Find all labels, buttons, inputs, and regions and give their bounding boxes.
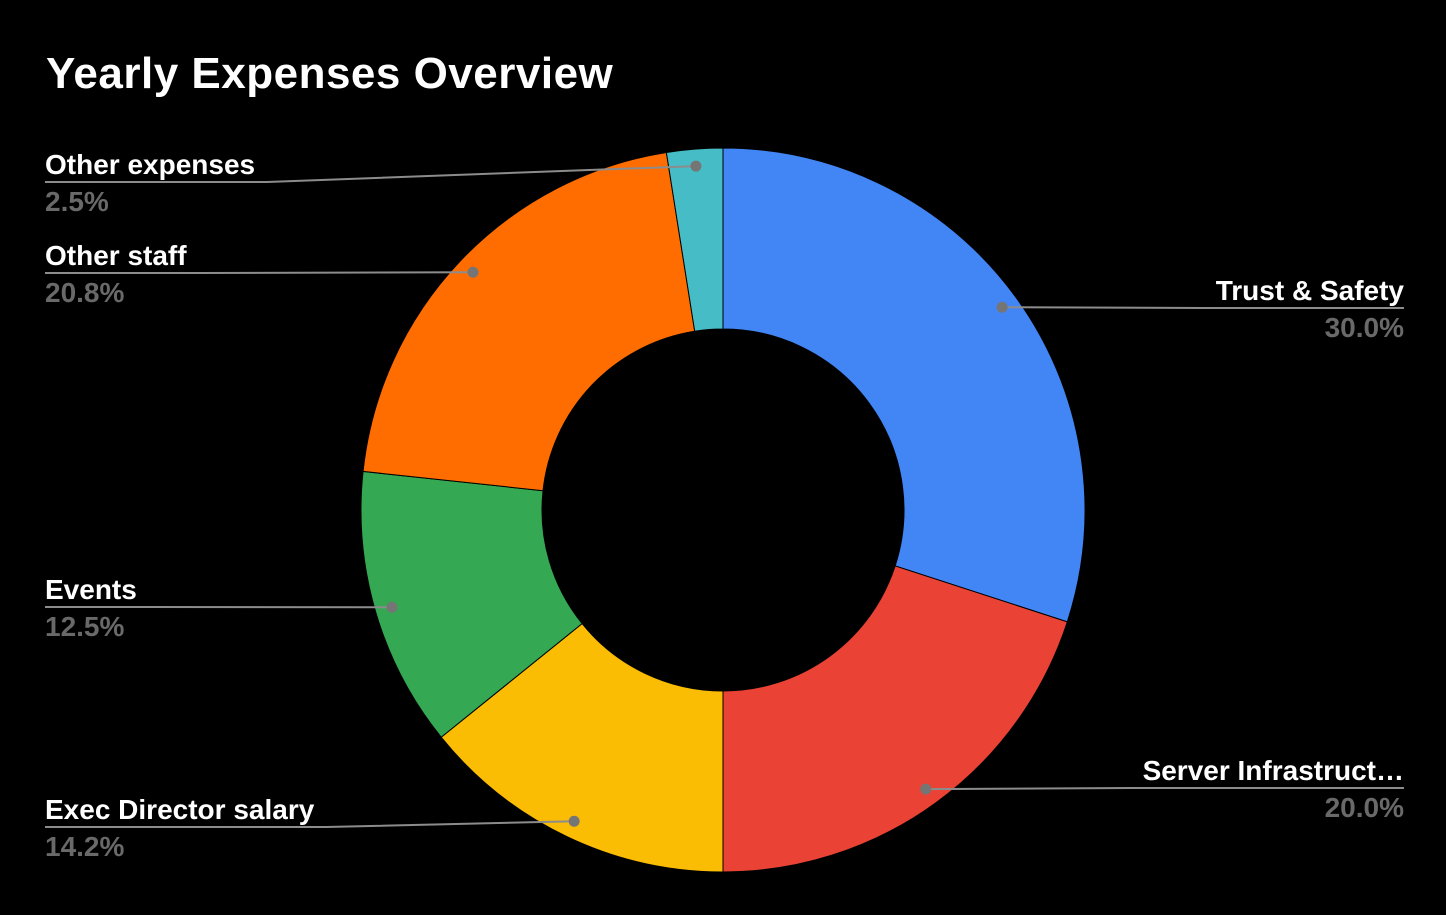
callout-server-infrastructure: Server Infrastruct… 20.0%: [1143, 754, 1404, 824]
leader-dot: [996, 301, 1008, 313]
pie-slice-trust-safety[interactable]: [722, 147, 1086, 623]
pie-slice-other-staff[interactable]: [362, 151, 696, 492]
slice-label-trust-and-safety: Trust & Safety: [1215, 275, 1404, 306]
pie-slice-events[interactable]: [360, 470, 583, 738]
leader-dot: [386, 601, 398, 613]
leader-dot: [467, 266, 479, 278]
leader-line: [1002, 306, 1404, 309]
leader-line: [45, 271, 473, 274]
slice-label-events: Events: [45, 574, 137, 605]
slice-percent-other-staff: 20.8%: [45, 277, 125, 308]
leader-dot: [920, 783, 932, 795]
slice-percent-other-expenses: 2.5%: [45, 186, 109, 217]
pie-slice-other-expenses[interactable]: [665, 147, 724, 332]
callout-exec-director-salary: Exec Director salary 14.2%: [45, 793, 314, 863]
leader-line: [45, 165, 696, 183]
slice-label-exec-director-salary: Exec Director salary: [45, 794, 315, 825]
callout-events: Events 12.5%: [45, 573, 137, 643]
pie-slice-exec-director-salary[interactable]: [440, 622, 724, 873]
slice-percent-exec-director-salary: 14.2%: [45, 831, 125, 862]
callout-trust-and-safety: Trust & Safety 30.0%: [1216, 274, 1404, 344]
leader-dot: [568, 815, 580, 827]
slice-percent-server-infrastructure: 20.0%: [1324, 792, 1404, 823]
leader-line: [925, 787, 1404, 791]
pie-slice-server-infrastruct[interactable]: [722, 565, 1068, 873]
slice-label-other-expenses: Other expenses: [45, 149, 256, 180]
slice-percent-trust-and-safety: 30.0%: [1324, 312, 1404, 343]
slice-percent-events: 12.5%: [45, 611, 125, 642]
callout-other-staff: Other staff 20.8%: [45, 239, 187, 309]
slice-label-other-staff: Other staff: [45, 240, 187, 271]
chart-title: Yearly Expenses Overview: [46, 49, 614, 98]
leader-line: [45, 820, 575, 828]
callout-other-expenses: Other expenses 2.5%: [45, 148, 255, 218]
slice-label-server-infrastructure: Server Infrastruct…: [1142, 755, 1404, 786]
leader-dot: [690, 160, 702, 172]
